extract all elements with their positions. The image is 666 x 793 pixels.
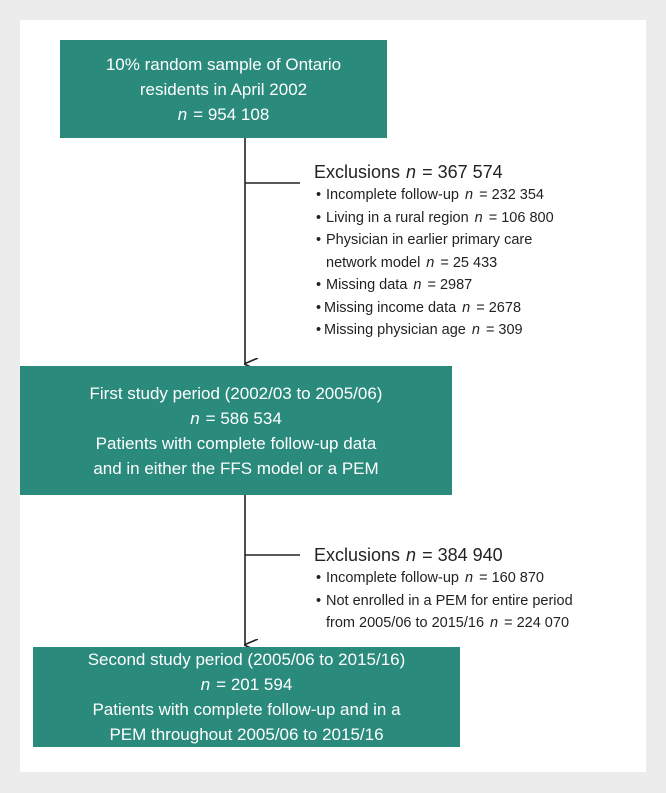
exclusion-item: Missing income data n = 2678 (314, 297, 554, 320)
box-count: n = 586 534 (190, 406, 282, 431)
count-value: = 2987 (427, 277, 473, 293)
count-value: = 309 (485, 322, 523, 338)
item-line: Missing income data n = 2678 (324, 297, 554, 320)
count-value: = 25 433 (440, 254, 498, 271)
count-value: = 106 800 (488, 209, 554, 226)
n-symbol: n (490, 615, 499, 631)
title-text: Exclusions (314, 162, 401, 182)
item-text: Missing physician age (324, 322, 466, 338)
item-text: Missing income data (324, 299, 457, 316)
box-description: Patients with complete follow-up and in … (92, 700, 401, 719)
item-line: Missing data n = 2987 (326, 274, 554, 297)
count-value: = 160 870 (479, 570, 544, 586)
n-symbol: n (177, 104, 188, 124)
count-value: = 367 574 (422, 162, 503, 182)
count-value: = 224 070 (504, 615, 570, 631)
box-count: n = 201 594 (201, 672, 293, 697)
title-text: Exclusions (314, 545, 401, 565)
item-text: Incomplete follow-up (326, 570, 459, 586)
item-text: Missing data (326, 277, 408, 293)
exclusion-item: Living in a rural region n = 106 800 (314, 207, 554, 230)
box-line: 10% random sample of Ontario (105, 54, 342, 74)
box-description: and in either the FFS model or a PEM (93, 458, 379, 478)
count-value: = 201 594 (216, 675, 293, 694)
item-text: Physician in earlier primary care (326, 232, 533, 248)
flow-box: First study period (2002/03 to 2005/06) n… (20, 366, 452, 495)
n-symbol: n (465, 187, 474, 203)
n-symbol: n (406, 162, 417, 182)
exclusion-title: Exclusions n = 367 574 (314, 160, 554, 184)
item-line: network model n = 25 433 (326, 252, 554, 275)
exclusion-item: Missing data n = 2987 (314, 274, 554, 297)
exclusion-item: Physician in earlier primary care network… (314, 229, 554, 274)
item-text: Incomplete follow-up (326, 187, 459, 203)
n-symbol: n (413, 277, 422, 293)
exclusion-item: Not enrolled in a PEM for entire period f… (314, 590, 573, 635)
n-symbol: n (200, 675, 211, 694)
flow-box: Second study period (2005/06 to 2015/16)… (33, 647, 460, 747)
item-text: Not enrolled in a PEM for entire period (326, 592, 573, 609)
n-symbol: n (465, 570, 474, 586)
item-line: Physician in earlier primary care (326, 229, 554, 252)
box-line: First study period (2002/03 to 2005/06) (89, 383, 383, 403)
box-description: Patients with complete follow-up data (95, 433, 377, 453)
n-symbol: n (426, 254, 435, 271)
exclusion-title: Exclusions n = 384 940 (314, 543, 573, 567)
item-line: from 2005/06 to 2015/16 n = 224 070 (326, 612, 573, 635)
item-line: Missing physician age n = 309 (324, 319, 554, 342)
n-symbol: n (471, 322, 480, 338)
count-value: = 2678 (476, 299, 522, 316)
exclusion-item: Incomplete follow-up n = 232 354 (314, 184, 554, 207)
item-line: Incomplete follow-up n = 160 870 (326, 567, 573, 590)
item-text: Living in a rural region (326, 209, 469, 226)
exclusion-item: Missing physician age n = 309 (314, 319, 554, 342)
box-line: Second study period (2005/06 to 2015/16) (87, 650, 406, 669)
item-line: Not enrolled in a PEM for entire period (326, 590, 573, 613)
n-symbol: n (190, 408, 200, 428)
n-symbol: n (406, 545, 417, 565)
item-text: network model (326, 254, 421, 271)
box-count: n = 954 108 (178, 102, 270, 127)
item-line: Living in a rural region n = 106 800 (326, 207, 554, 230)
item-text: from 2005/06 to 2015/16 (326, 615, 485, 631)
count-value: = 232 354 (479, 187, 544, 203)
exclusion-item: Incomplete follow-up n = 160 870 (314, 567, 573, 590)
count-value: = 586 534 (205, 408, 282, 428)
box-line: residents in April 2002 (139, 79, 308, 99)
n-symbol: n (474, 209, 483, 226)
flow-box: 10% random sample of Ontario residents in… (60, 40, 387, 138)
n-symbol: n (462, 299, 471, 316)
item-line: Incomplete follow-up n = 232 354 (326, 184, 554, 207)
box-description: PEM throughout 2005/06 to 2015/16 (109, 725, 384, 744)
count-value: = 384 940 (422, 545, 503, 565)
count-value: = 954 108 (193, 104, 270, 124)
